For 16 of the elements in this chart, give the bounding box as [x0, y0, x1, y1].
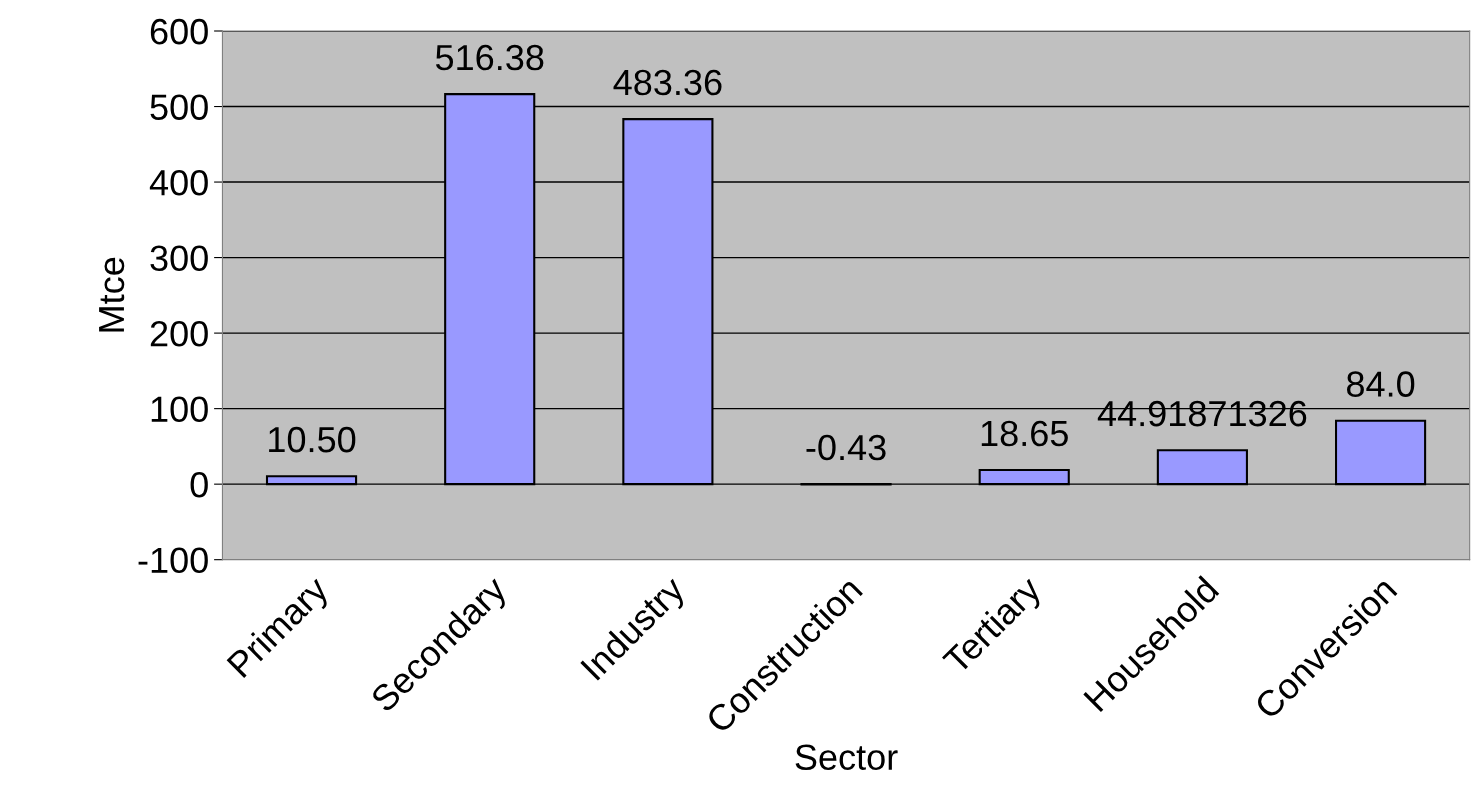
data-label: 84.0 [1347, 371, 1415, 397]
data-label: 483.36 [613, 69, 722, 96]
data-label: 516.38 [435, 44, 544, 71]
data-label: 18.65 [981, 420, 1068, 447]
data-label: -0.43 [806, 434, 886, 461]
y-tick-label: 300 [150, 245, 208, 272]
y-tick-label: 600 [150, 18, 208, 45]
y-tick-label: 100 [151, 396, 208, 423]
y-tick-label: 0 [190, 472, 208, 498]
y-axis-title: Mtce [99, 257, 125, 332]
y-tick-label: 200 [150, 320, 208, 347]
data-label: 10.50 [269, 426, 356, 453]
y-tick-label: 400 [149, 169, 208, 196]
y-tick-label: -100 [138, 547, 208, 574]
y-tick-label: 500 [150, 94, 208, 120]
x-axis-title: Sector [795, 744, 898, 771]
